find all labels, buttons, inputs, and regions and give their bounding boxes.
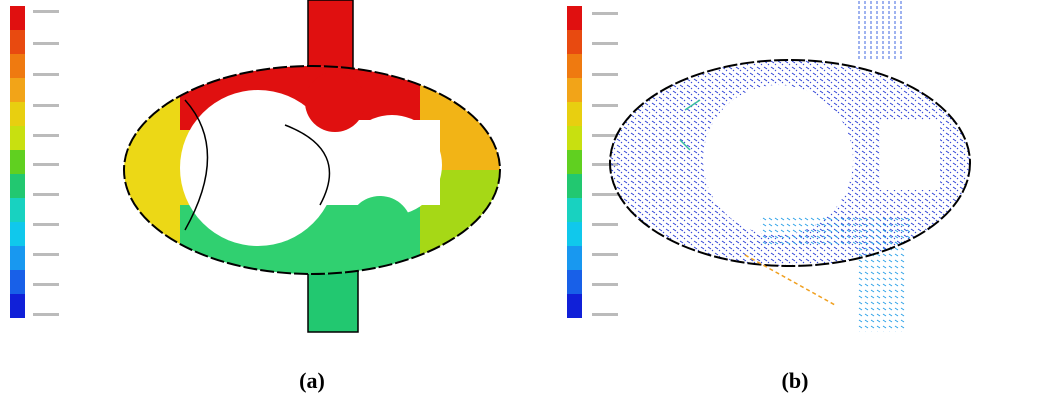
panel-a: (a) — [10, 0, 520, 393]
figure: (a) — [0, 0, 1047, 402]
panel-label: (b) — [782, 368, 809, 393]
colorbar — [10, 6, 59, 318]
panel-label: (a) — [299, 368, 325, 393]
panel-b: (b) — [567, 0, 980, 393]
